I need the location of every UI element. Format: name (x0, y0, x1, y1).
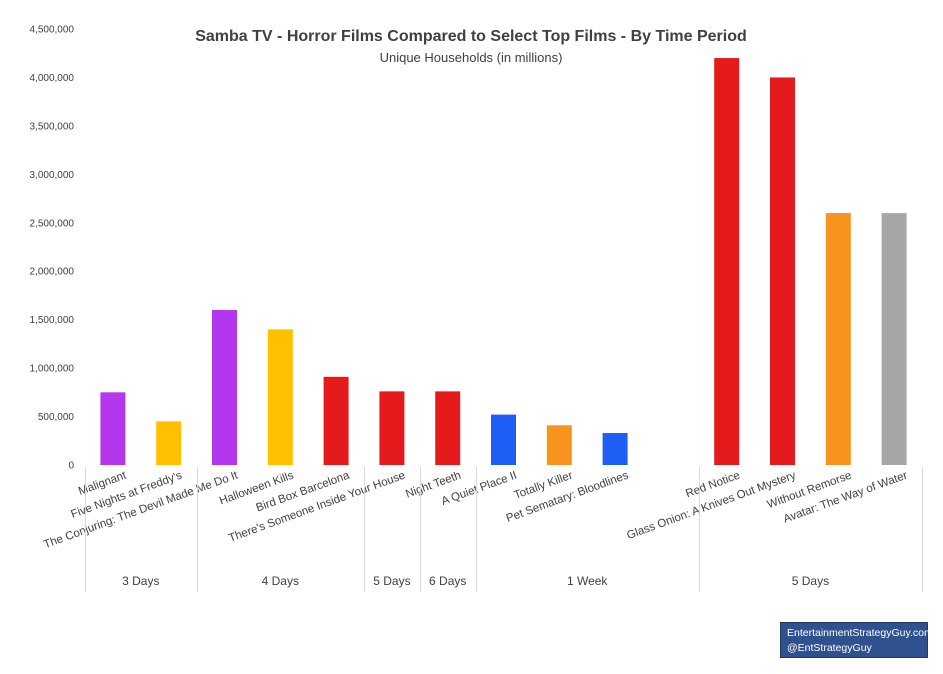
y-tick-label: 1,000,000 (30, 364, 75, 375)
y-tick-label: 1,500,000 (30, 315, 75, 326)
y-tick-label: 2,000,000 (30, 267, 75, 278)
group-labels: 3 Days 4 Days 5 Days 6 Days 1 Week 5 Days (85, 467, 923, 592)
y-tick-label: 3,500,000 (30, 121, 75, 132)
group-label: 3 Days (122, 574, 159, 588)
group-label: 1 Week (567, 574, 608, 588)
y-tick-label: 4,000,000 (30, 73, 75, 84)
watermark-badge: EntertainmentStrategyGuy.com @EntStrateg… (780, 622, 933, 658)
watermark-handle: @EntStrategyGuy (787, 642, 872, 654)
bar (100, 392, 126, 465)
y-tick-label: 0 (68, 461, 74, 472)
group-label: 5 Days (373, 574, 410, 588)
bar (267, 329, 293, 465)
bars (100, 58, 907, 466)
bar (770, 77, 795, 465)
bar (156, 421, 182, 465)
bar (379, 391, 405, 465)
bar (825, 213, 851, 465)
bar (212, 309, 237, 465)
bar (714, 58, 740, 466)
bar (435, 391, 461, 465)
y-axis: 0 500,000 1,000,000 1,500,000 2,000,000 2,500… (30, 25, 75, 472)
bar (602, 433, 628, 465)
group-label: 5 Days (792, 574, 829, 588)
group-label: 6 Days (429, 574, 466, 588)
bar (323, 376, 349, 465)
bar (491, 414, 516, 465)
chart-title: Samba TV - Horror Films Compared to Sele… (195, 28, 747, 45)
y-tick-label: 500,000 (38, 412, 75, 423)
y-tick-label: 3,000,000 (30, 170, 75, 181)
y-tick-label: 2,500,000 (30, 218, 75, 229)
chart-subtitle: Unique Households (in millions) (380, 50, 563, 65)
group-label: 4 Days (262, 574, 299, 588)
watermark-site: EntertainmentStrategyGuy.com (787, 627, 933, 639)
y-tick-label: 4,500,000 (30, 25, 75, 36)
bar (546, 425, 572, 465)
bar (881, 213, 907, 465)
